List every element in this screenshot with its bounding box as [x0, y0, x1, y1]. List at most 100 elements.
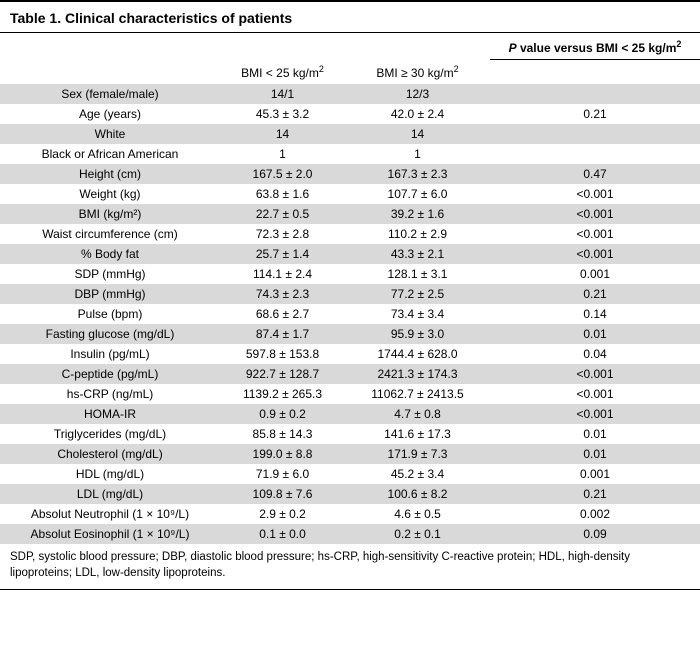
row-p-value: 0.01: [490, 324, 700, 344]
row-value-b: 1: [345, 144, 490, 164]
row-value-b: 2421.3 ± 174.3: [345, 364, 490, 384]
row-label: White: [0, 124, 220, 144]
table-row: LDL (mg/dL)109.8 ± 7.6100.6 ± 8.20.21: [0, 484, 700, 504]
row-p-value: <0.001: [490, 364, 700, 384]
row-value-b: 11062.7 ± 2413.5: [345, 384, 490, 404]
row-p-value: 0.01: [490, 444, 700, 464]
table-row: Fasting glucose (mg/dL)87.4 ± 1.795.9 ± …: [0, 324, 700, 344]
p-sup: 2: [676, 39, 681, 49]
row-label: C-peptide (pg/mL): [0, 364, 220, 384]
row-label: Insulin (pg/mL): [0, 344, 220, 364]
table-row: hs-CRP (ng/mL)1139.2 ± 265.311062.7 ± 24…: [0, 384, 700, 404]
row-p-value: 0.002: [490, 504, 700, 524]
row-label: LDL (mg/dL): [0, 484, 220, 504]
row-value-a: 87.4 ± 1.7: [220, 324, 345, 344]
row-value-b: 141.6 ± 17.3: [345, 424, 490, 444]
row-value-a: 68.6 ± 2.7: [220, 304, 345, 324]
row-value-a: 1: [220, 144, 345, 164]
row-p-value: 0.01: [490, 424, 700, 444]
table-row: HOMA-IR0.9 ± 0.24.7 ± 0.8<0.001: [0, 404, 700, 424]
row-p-value: 0.09: [490, 524, 700, 544]
table-title: Table 1. Clinical characteristics of pat…: [0, 2, 700, 33]
table-row: Pulse (bpm)68.6 ± 2.773.4 ± 3.40.14: [0, 304, 700, 324]
row-label: Triglycerides (mg/dL): [0, 424, 220, 444]
row-value-b: 45.2 ± 3.4: [345, 464, 490, 484]
table-row: Absolut Neutrophil (1 × 10⁹/L)2.9 ± 0.24…: [0, 504, 700, 524]
row-p-value: 0.14: [490, 304, 700, 324]
row-label: % Body fat: [0, 244, 220, 264]
table-row: Absolut Eosinophil (1 × 10⁹/L)0.1 ± 0.00…: [0, 524, 700, 544]
table-row: C-peptide (pg/mL)922.7 ± 128.72421.3 ± 1…: [0, 364, 700, 384]
row-value-a: 22.7 ± 0.5: [220, 204, 345, 224]
row-p-value: 0.21: [490, 284, 700, 304]
table-row: Height (cm)167.5 ± 2.0167.3 ± 2.30.47: [0, 164, 700, 184]
row-label: Black or African American: [0, 144, 220, 164]
row-value-b: 4.7 ± 0.8: [345, 404, 490, 424]
row-value-b: 4.6 ± 0.5: [345, 504, 490, 524]
table-row: Waist circumference (cm)72.3 ± 2.8110.2 …: [0, 224, 700, 244]
row-value-b: 14: [345, 124, 490, 144]
row-value-b: 39.2 ± 1.6: [345, 204, 490, 224]
row-label: BMI (kg/m²): [0, 204, 220, 224]
row-p-value: <0.001: [490, 244, 700, 264]
p-value-header: P value versus BMI < 25 kg/m2: [490, 33, 700, 60]
row-value-a: 25.7 ± 1.4: [220, 244, 345, 264]
row-p-value: 0.21: [490, 484, 700, 504]
row-value-b: 107.7 ± 6.0: [345, 184, 490, 204]
row-label: hs-CRP (ng/mL): [0, 384, 220, 404]
row-label: Cholesterol (mg/dL): [0, 444, 220, 464]
row-label: DBP (mmHg): [0, 284, 220, 304]
row-value-b: 100.6 ± 8.2: [345, 484, 490, 504]
table-footnote: SDP, systolic blood pressure; DBP, diast…: [0, 544, 700, 589]
table-row: White1414: [0, 124, 700, 144]
row-p-value: 0.001: [490, 264, 700, 284]
row-value-b: 0.2 ± 0.1: [345, 524, 490, 544]
row-value-a: 199.0 ± 8.8: [220, 444, 345, 464]
row-p-value: <0.001: [490, 404, 700, 424]
table-row: DBP (mmHg)74.3 ± 2.377.2 ± 2.50.21: [0, 284, 700, 304]
row-p-value: [490, 124, 700, 144]
row-value-a: 45.3 ± 3.2: [220, 104, 345, 124]
table-row: SDP (mmHg)114.1 ± 2.4128.1 ± 3.10.001: [0, 264, 700, 284]
row-p-value: <0.001: [490, 384, 700, 404]
col-a-header: BMI < 25 kg/m2: [220, 60, 345, 84]
table-row: Cholesterol (mg/dL)199.0 ± 8.8171.9 ± 7.…: [0, 444, 700, 464]
row-value-a: 0.9 ± 0.2: [220, 404, 345, 424]
row-p-value: <0.001: [490, 204, 700, 224]
row-value-a: 109.8 ± 7.6: [220, 484, 345, 504]
clinical-table: Table 1. Clinical characteristics of pat…: [0, 0, 700, 590]
row-label: Sex (female/male): [0, 84, 220, 104]
row-p-value: [490, 144, 700, 164]
table-row: % Body fat25.7 ± 1.443.3 ± 2.1<0.001: [0, 244, 700, 264]
row-value-b: 128.1 ± 3.1: [345, 264, 490, 284]
row-label: SDP (mmHg): [0, 264, 220, 284]
row-value-a: 114.1 ± 2.4: [220, 264, 345, 284]
row-p-value: 0.001: [490, 464, 700, 484]
row-value-b: 12/3: [345, 84, 490, 104]
row-label: Height (cm): [0, 164, 220, 184]
table-body: Sex (female/male)14/112/3Age (years)45.3…: [0, 84, 700, 544]
row-value-b: 110.2 ± 2.9: [345, 224, 490, 244]
row-label: Age (years): [0, 104, 220, 124]
row-value-b: 73.4 ± 3.4: [345, 304, 490, 324]
row-value-b: 77.2 ± 2.5: [345, 284, 490, 304]
table-row: BMI (kg/m²)22.7 ± 0.539.2 ± 1.6<0.001: [0, 204, 700, 224]
row-p-value: <0.001: [490, 184, 700, 204]
row-p-value: 0.21: [490, 104, 700, 124]
row-value-a: 63.8 ± 1.6: [220, 184, 345, 204]
row-value-a: 1139.2 ± 265.3: [220, 384, 345, 404]
row-value-a: 74.3 ± 2.3: [220, 284, 345, 304]
table-row: HDL (mg/dL)71.9 ± 6.045.2 ± 3.40.001: [0, 464, 700, 484]
row-label: Absolut Neutrophil (1 × 10⁹/L): [0, 504, 220, 524]
row-value-b: 43.3 ± 2.1: [345, 244, 490, 264]
row-p-value: <0.001: [490, 224, 700, 244]
row-value-a: 597.8 ± 153.8: [220, 344, 345, 364]
table-row: Insulin (pg/mL)597.8 ± 153.81744.4 ± 628…: [0, 344, 700, 364]
row-value-b: 1744.4 ± 628.0: [345, 344, 490, 364]
row-value-a: 71.9 ± 6.0: [220, 464, 345, 484]
row-label: HDL (mg/dL): [0, 464, 220, 484]
row-value-b: 42.0 ± 2.4: [345, 104, 490, 124]
table-row: Triglycerides (mg/dL)85.8 ± 14.3141.6 ± …: [0, 424, 700, 444]
row-value-a: 14: [220, 124, 345, 144]
table-row: Weight (kg)63.8 ± 1.6107.7 ± 6.0<0.001: [0, 184, 700, 204]
